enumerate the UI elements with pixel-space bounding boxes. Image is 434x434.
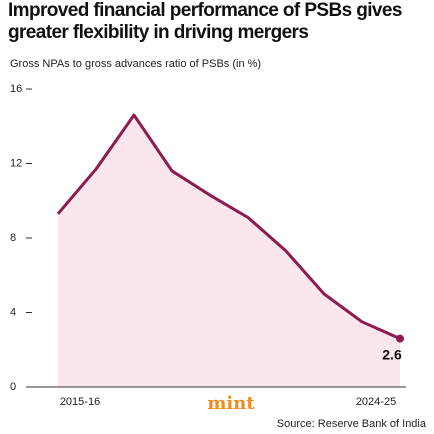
y-tick-label: 16	[10, 83, 22, 95]
logo: mint	[207, 393, 255, 414]
x-tick-label: 2015-16	[60, 396, 100, 408]
value-label: 2.6	[382, 346, 402, 362]
source: Source: Reserve Bank of India	[277, 418, 427, 430]
x-tick-label: 2024-25	[356, 396, 396, 408]
chart-title: Improved financial performance of PSBs g…	[8, 0, 402, 43]
y-tick-label: 12	[10, 157, 22, 169]
area	[58, 115, 400, 387]
chart-subtitle: Gross NPAs to gross advances ratio of PS…	[10, 58, 261, 70]
y-tick-label: 4	[10, 306, 16, 318]
end-point	[396, 334, 404, 343]
line	[56, 113, 401, 340]
y-tick-label: 0	[10, 381, 16, 393]
y-tick-label: 8	[10, 232, 16, 244]
